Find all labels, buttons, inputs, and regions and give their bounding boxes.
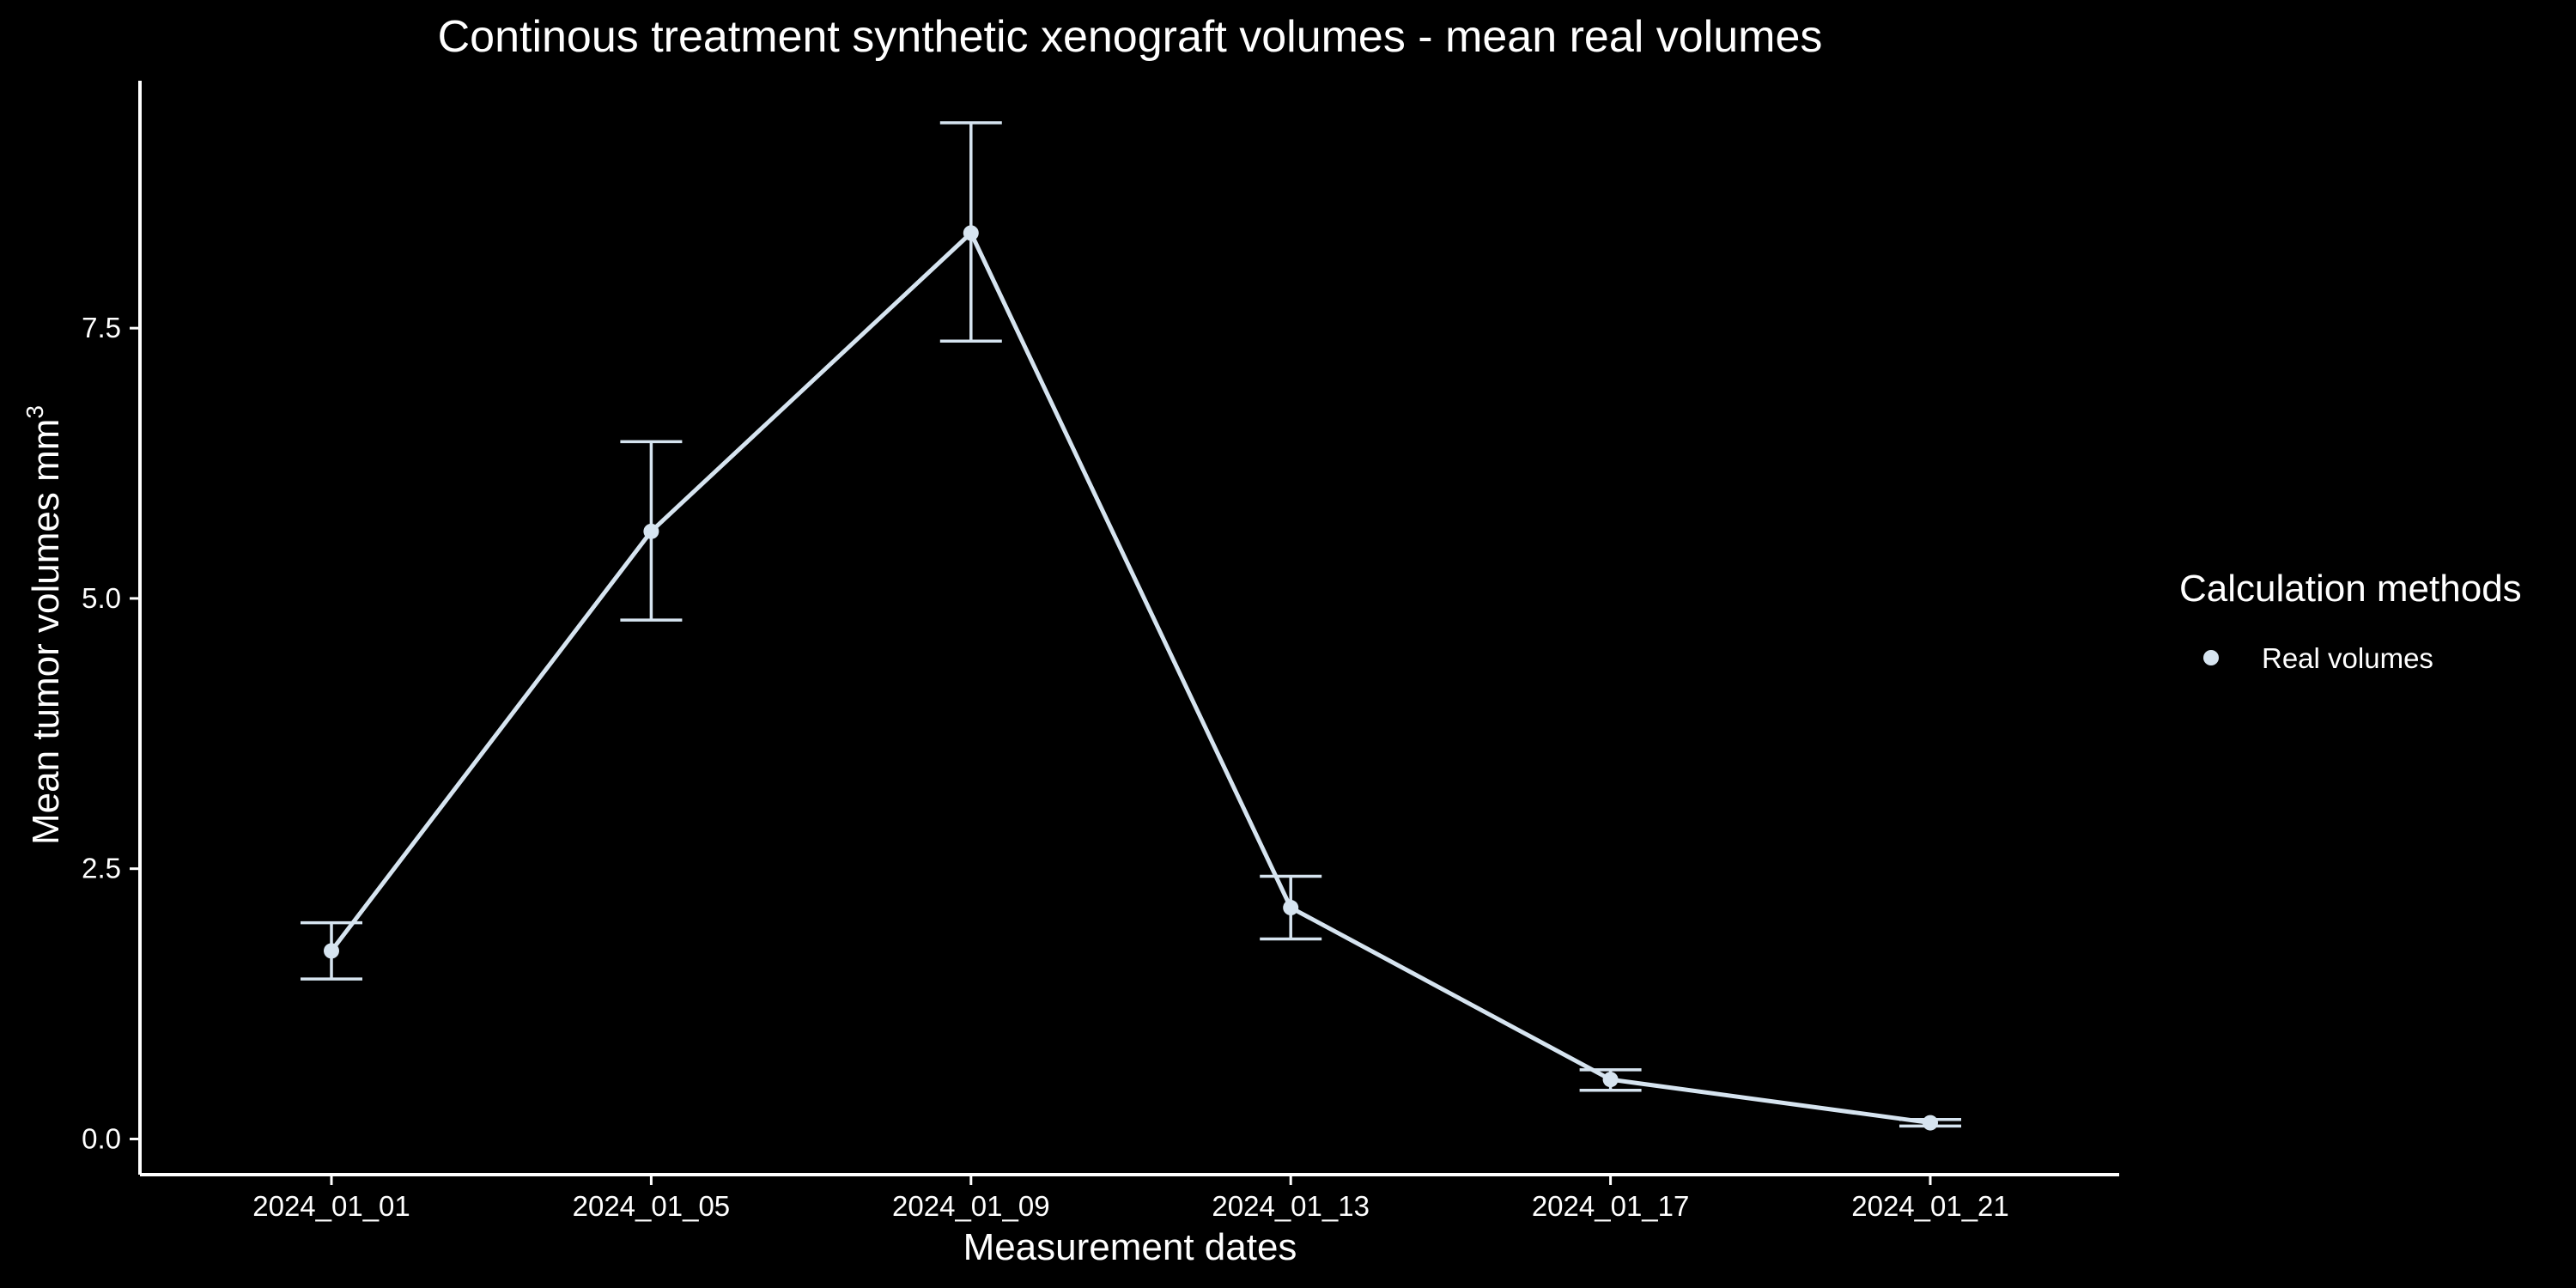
series-layer — [301, 121, 1961, 1131]
legend-title: Calculation methods — [2179, 568, 2522, 610]
data-point — [963, 225, 979, 241]
series-line — [330, 230, 1931, 1126]
legend-label: Real volumes — [2262, 642, 2433, 674]
y-axis-title-text: Mean tumor volumes mm — [25, 419, 67, 845]
data-point — [1923, 1115, 1938, 1131]
x-tick-label: 2024_01_09 — [892, 1190, 1050, 1222]
x-tick-label: 2024_01_05 — [573, 1190, 731, 1222]
y-axis-title-superscript: 3 — [21, 405, 48, 419]
x-tick-label: 2024_01_01 — [252, 1190, 410, 1222]
y-tick-label: 2.5 — [82, 853, 121, 884]
x-tick-label: 2024_01_21 — [1851, 1190, 2009, 1222]
svg-text:Mean tumor volumes mm3: Mean tumor volumes mm3 — [21, 405, 67, 845]
y-axis-title: Mean tumor volumes mm3 — [21, 405, 67, 845]
data-point — [1602, 1072, 1619, 1088]
legend: Calculation methods Real volumes — [2179, 568, 2522, 674]
x-axis-title: Measurement dates — [963, 1226, 1297, 1268]
y-axis-ticks: 0.0 2.5 5.0 7.5 — [82, 312, 140, 1154]
x-tick-label: 2024_01_13 — [1212, 1190, 1370, 1222]
data-point — [643, 523, 659, 539]
x-tick-label: 2024_01_17 — [1532, 1190, 1690, 1222]
x-axis-ticks: 2024_01_01 2024_01_05 2024_01_09 2024_01_13… — [252, 1175, 2009, 1222]
data-point — [324, 943, 339, 959]
data-point — [1283, 900, 1299, 916]
y-tick-label: 0.0 — [82, 1122, 121, 1154]
y-tick-label: 7.5 — [82, 312, 121, 343]
legend-key-marker — [2203, 650, 2219, 665]
chart-title: Continous treatment synthetic xenograft … — [438, 12, 1823, 62]
y-tick-label: 5.0 — [82, 582, 121, 614]
